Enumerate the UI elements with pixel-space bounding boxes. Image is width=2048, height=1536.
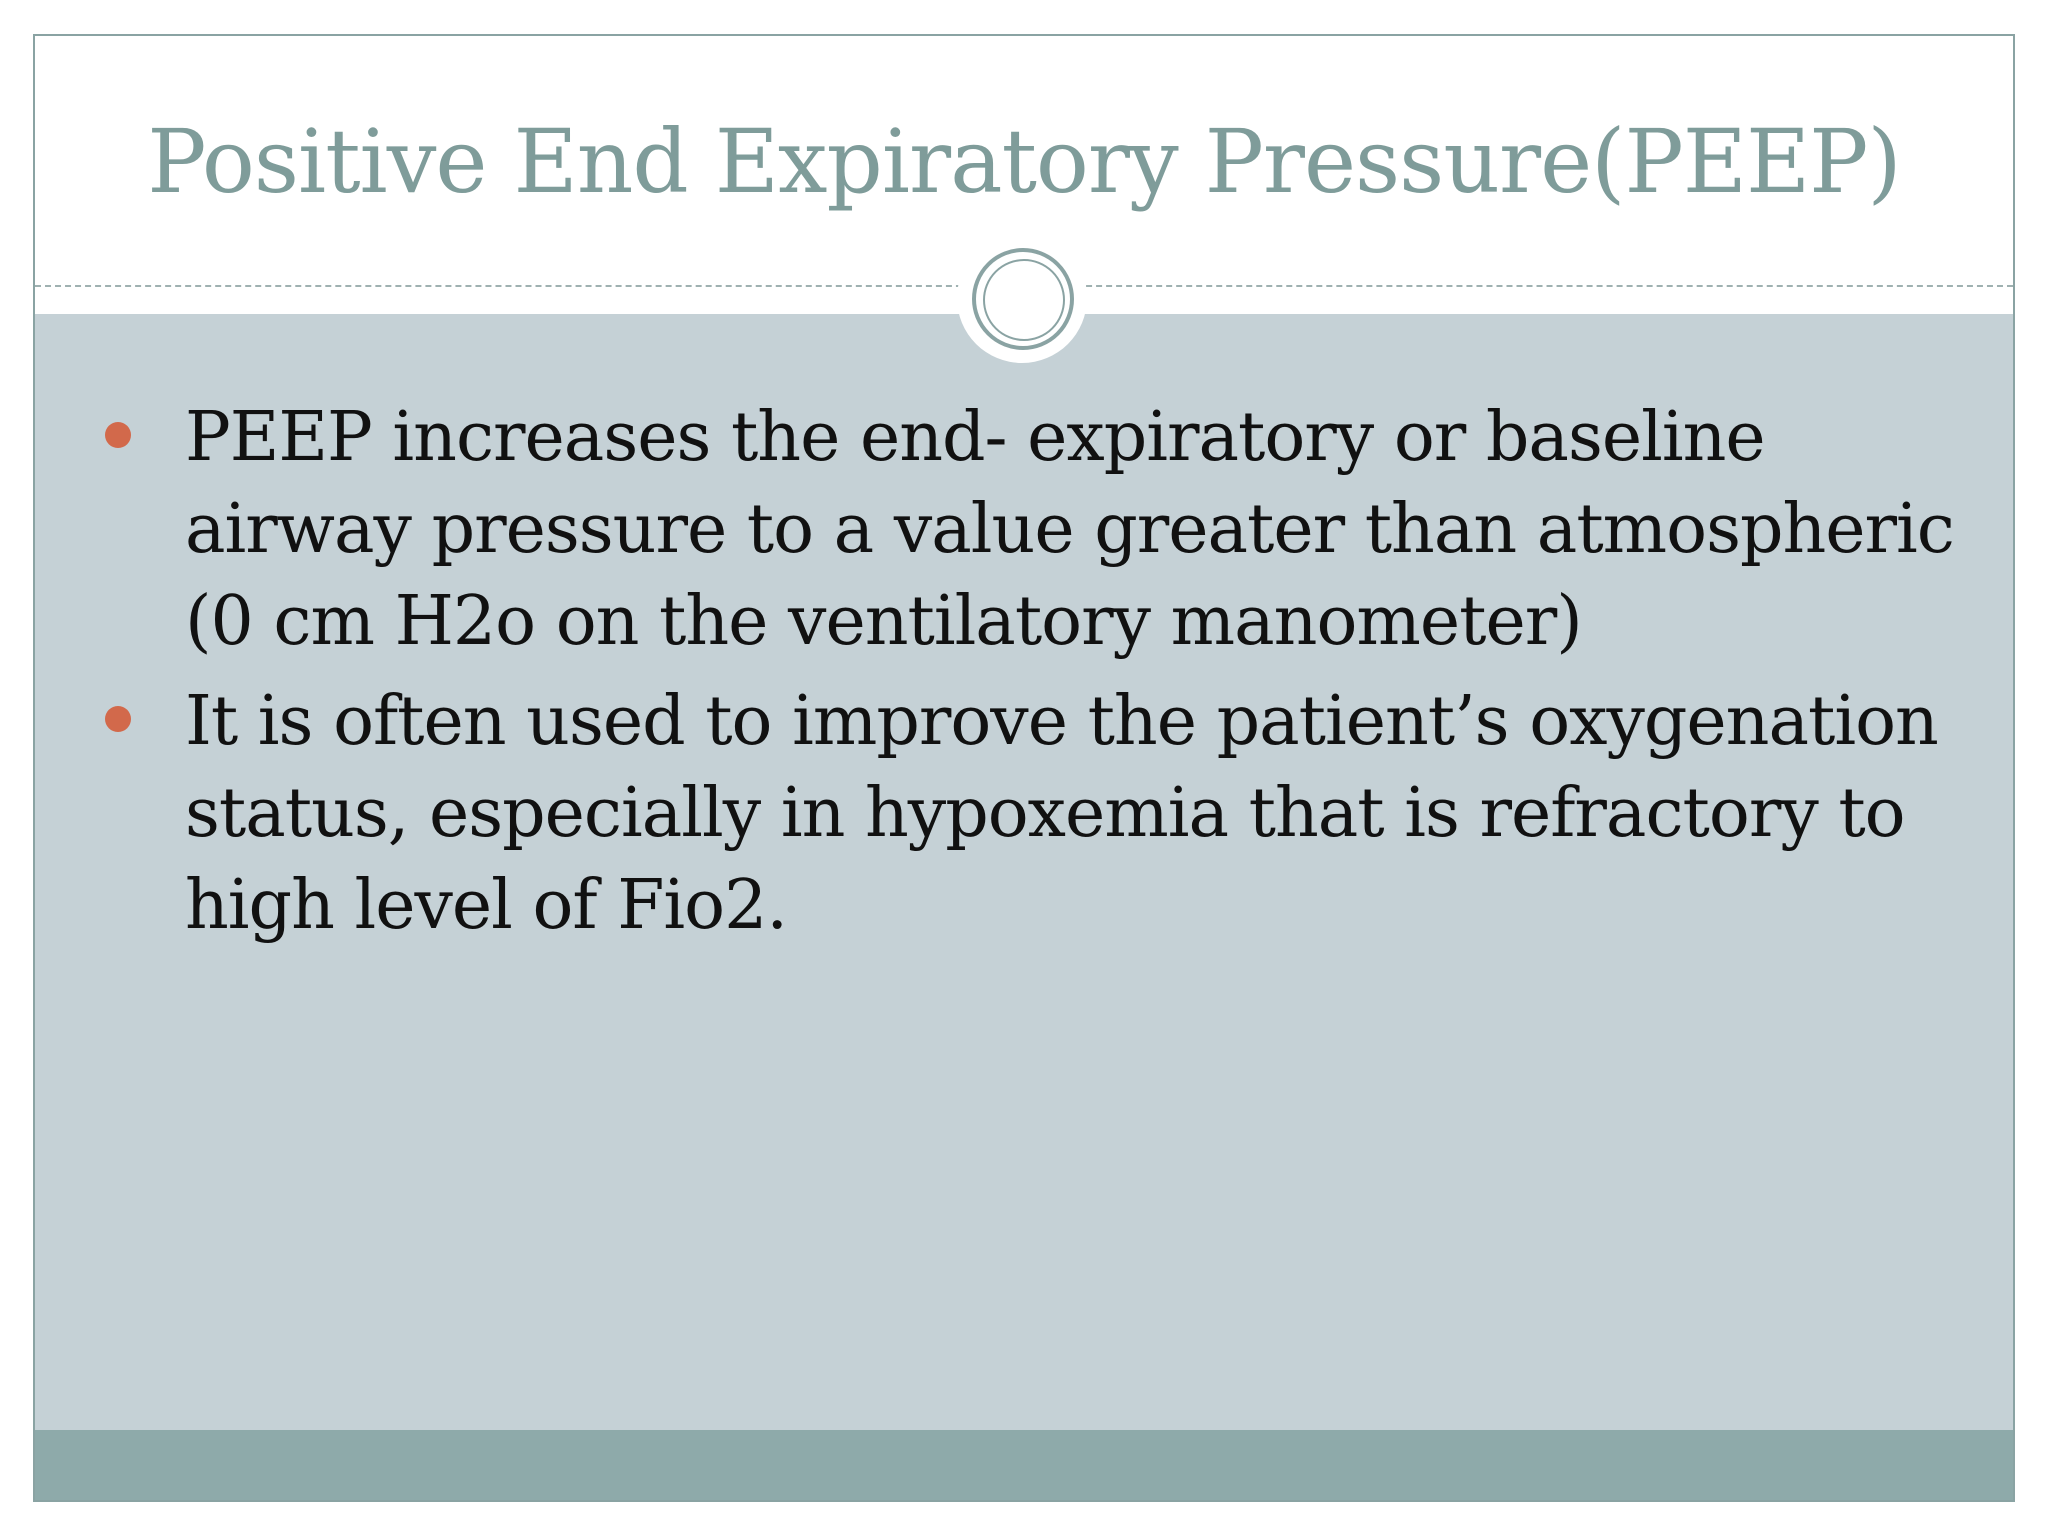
double-ring-icon xyxy=(957,233,1087,363)
footer-band xyxy=(35,1430,2013,1500)
bullet-list: PEEP increases the end- expiratory or ba… xyxy=(95,392,1955,960)
ornament-inner-ring xyxy=(983,259,1065,341)
slide-title: Positive End Expiratory Pressure(PEEP) xyxy=(147,110,1901,213)
slide: Positive End Expiratory Pressure(PEEP) P… xyxy=(33,34,2015,1502)
bullet-dot-icon xyxy=(105,706,131,732)
bullet-dot-icon xyxy=(105,422,131,448)
bullet-item: It is often used to improve the patient’… xyxy=(95,676,1955,952)
bullet-text: PEEP increases the end- expiratory or ba… xyxy=(185,398,1955,661)
ornament-outer-ring xyxy=(972,248,1074,350)
bullet-item: PEEP increases the end- expiratory or ba… xyxy=(95,392,1955,668)
content-area xyxy=(35,314,2013,1434)
bullet-text: It is often used to improve the patient’… xyxy=(185,682,1939,945)
